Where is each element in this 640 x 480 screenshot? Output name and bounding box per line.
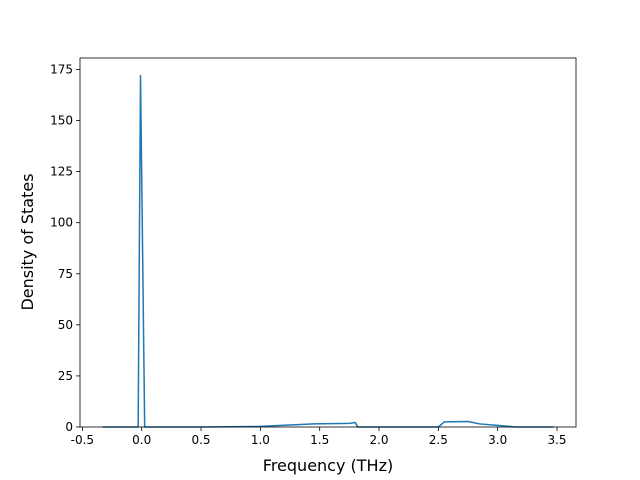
data-line xyxy=(102,74,554,428)
y-tick-label: 125 xyxy=(50,165,73,179)
y-tick-label: 0 xyxy=(65,420,73,434)
x-tick-label: 2.0 xyxy=(369,433,388,447)
x-tick-label: 0.5 xyxy=(191,433,210,447)
x-tick-label: 0.0 xyxy=(132,433,151,447)
plot-frame xyxy=(79,57,577,428)
y-tick-label: 175 xyxy=(50,62,73,76)
x-axis-label: Frequency (THz) xyxy=(263,456,393,475)
y-axis-label: Density of States xyxy=(18,173,37,310)
x-tick-label: 2.5 xyxy=(429,433,448,447)
y-tick-label: 150 xyxy=(50,114,73,128)
y-tick-label: 100 xyxy=(50,216,73,230)
y-tick-label: 50 xyxy=(58,318,73,332)
x-tick-label: 3.5 xyxy=(547,433,566,447)
y-tick-label: 25 xyxy=(58,369,73,383)
x-tick-label: 1.5 xyxy=(310,433,329,447)
x-tick-label: 3.0 xyxy=(488,433,507,447)
y-tick-label: 75 xyxy=(58,267,73,281)
x-tick-label: -0.5 xyxy=(71,433,94,447)
x-tick-label: 1.0 xyxy=(251,433,270,447)
